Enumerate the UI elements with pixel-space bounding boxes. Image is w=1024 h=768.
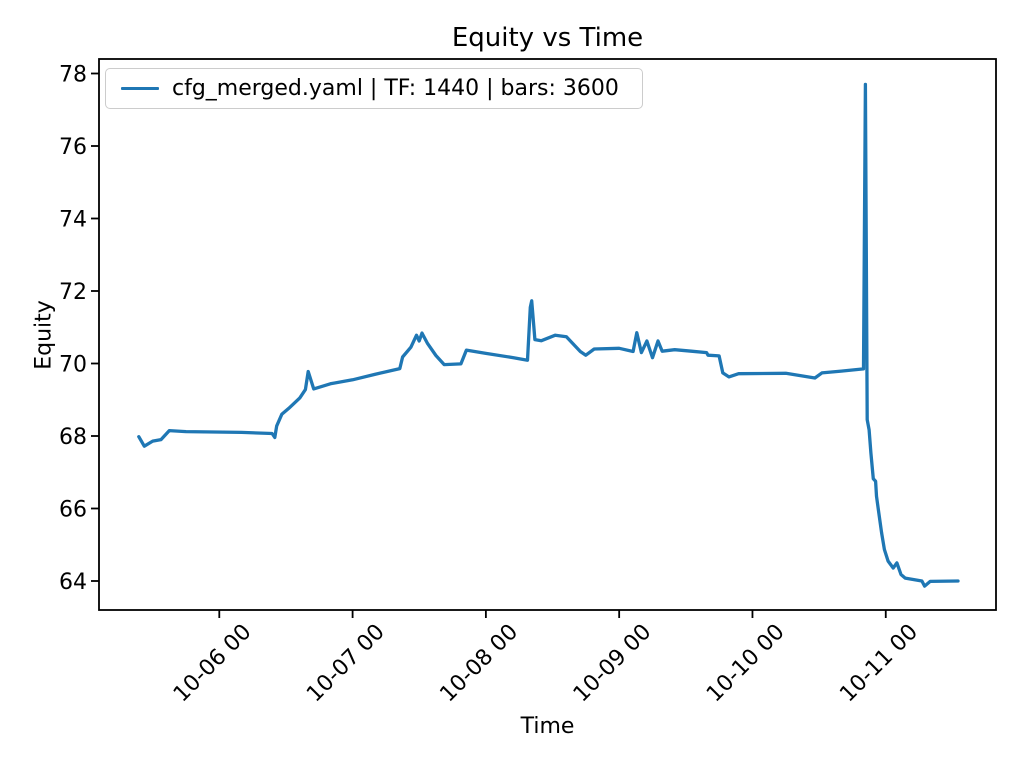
y-tick-label: 74 [59, 208, 87, 233]
y-axis-label: Equity [31, 300, 57, 370]
x-tick-label: 10-11 00 [835, 620, 923, 708]
x-tick-label: 10-10 00 [702, 620, 790, 708]
y-tick-label: 66 [59, 498, 87, 523]
x-axis-label: Time [520, 714, 575, 739]
y-tick-label: 64 [59, 570, 87, 595]
equity-line [137, 82, 960, 588]
y-tick-label: 68 [59, 425, 87, 450]
axes-border [98, 58, 997, 611]
y-tick-label: 76 [59, 135, 87, 160]
chart-title: Equity vs Time [451, 23, 644, 53]
x-tick-label: 10-06 00 [169, 620, 257, 708]
y-tick-label: 72 [59, 280, 87, 305]
legend-label: cfg_merged.yaml | TF: 1440 | bars: 3600 [172, 76, 619, 101]
y-tick-label: 78 [59, 63, 87, 88]
x-tick-label: 10-08 00 [435, 620, 523, 708]
legend-line-sample [121, 86, 159, 91]
y-tick-label: 70 [59, 353, 87, 378]
x-tick-label: 10-07 00 [302, 620, 390, 708]
legend: cfg_merged.yaml | TF: 1440 | bars: 3600 [105, 68, 643, 109]
x-tick-label: 10-09 00 [569, 620, 657, 708]
